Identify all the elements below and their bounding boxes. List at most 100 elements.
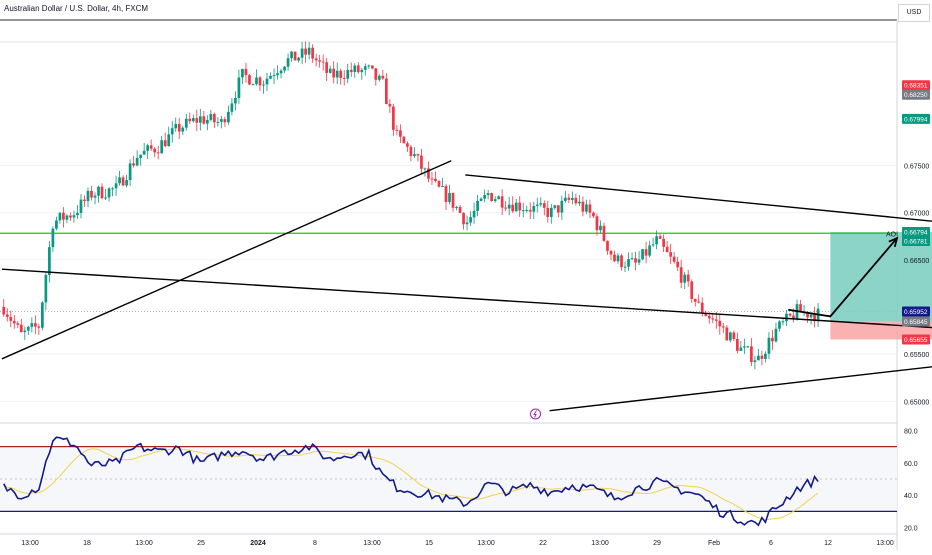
currency-badge[interactable]: USD (898, 4, 930, 22)
candle-body (114, 183, 118, 189)
candle-body (613, 254, 616, 262)
candle-body (750, 346, 753, 362)
candle-body (732, 332, 736, 340)
price-label: 0.66794 (904, 230, 928, 237)
candle-body (262, 84, 265, 86)
candle-body (160, 140, 164, 154)
arrow-head[interactable] (888, 236, 899, 248)
candle-body (230, 103, 234, 112)
candle-body (209, 113, 213, 120)
candle-body (441, 186, 444, 188)
candle-body (637, 259, 641, 263)
rsi-indicator (0, 436, 897, 527)
candle-body (132, 163, 135, 166)
candle-body (813, 314, 816, 322)
candle-body (65, 215, 69, 220)
lightning-icon (533, 410, 537, 418)
candle-body (785, 313, 788, 322)
candle-body (704, 313, 708, 316)
candle-body (339, 70, 343, 78)
candle-body (356, 65, 360, 73)
candle-body (121, 177, 125, 186)
candle-body (578, 201, 581, 204)
candle-body (514, 202, 518, 212)
time-tick-label: 13:00 (591, 540, 609, 547)
price-label-box (902, 306, 930, 317)
time-tick-label: 2024 (250, 540, 266, 547)
trendline[interactable] (465, 174, 932, 233)
candle-body (79, 199, 83, 213)
price-tick-label: 0.65000 (904, 399, 929, 406)
candle-body (300, 48, 304, 58)
candle-body (51, 228, 55, 248)
candle-body (395, 129, 399, 131)
candle-body (370, 65, 374, 69)
candle-body (592, 212, 595, 217)
candle-body (585, 204, 588, 212)
candle-body (181, 127, 185, 132)
candle-body (535, 204, 539, 207)
candle-body (304, 48, 307, 55)
price-label: 0.65952 (904, 309, 928, 316)
candle-body (388, 104, 392, 107)
price-label: 0.68351 (904, 83, 928, 90)
candle-body (332, 68, 336, 78)
candle-body (346, 69, 350, 79)
rsi-tick-label: 60.0 (904, 461, 918, 468)
candle-body (725, 327, 729, 341)
candle-body (153, 148, 157, 153)
candle-body (213, 113, 216, 123)
event-marker-icon[interactable] (530, 408, 542, 420)
symbol-title[interactable]: Australian Dollar / U.S. Dollar, 4h, FXC… (4, 4, 149, 13)
time-tick-label: 18 (83, 540, 91, 547)
candle-body (248, 75, 251, 85)
candle-body (767, 337, 771, 354)
candle-body (697, 301, 701, 303)
projection-arrow[interactable] (788, 237, 898, 318)
candle-body (532, 206, 536, 212)
candle-body (546, 207, 550, 217)
candle-body (293, 51, 297, 61)
candle-body (693, 298, 697, 302)
candle-body (564, 197, 567, 201)
candle-body (743, 346, 746, 348)
candle-body (739, 347, 743, 351)
trendline[interactable] (1, 268, 932, 342)
candle-body (669, 252, 673, 257)
time-tick-label: 12 (824, 540, 832, 547)
trendline[interactable] (1, 160, 452, 360)
candle-body (16, 323, 20, 325)
candle-body (497, 196, 501, 200)
candle-body (434, 178, 437, 182)
candle-body (686, 274, 690, 282)
trendline-drawings[interactable] (1, 160, 932, 420)
candle-body (764, 353, 767, 359)
candle-body (644, 249, 648, 256)
candle-body (469, 217, 472, 223)
candle-body (286, 58, 290, 67)
candle-body (809, 314, 813, 318)
candle-body (518, 202, 522, 211)
candle-body (528, 209, 532, 212)
candle-body (753, 360, 757, 362)
candle-body (606, 240, 609, 251)
candle-body (244, 68, 248, 76)
candle-body (93, 195, 97, 198)
candle-body (728, 332, 732, 341)
time-tick-label: 13:00 (135, 540, 153, 547)
price-label-box (902, 316, 930, 327)
candlestick-series (2, 41, 820, 370)
candle-body (241, 68, 244, 78)
candle-body (188, 118, 192, 122)
candle-body (279, 70, 283, 74)
candle-body (781, 321, 785, 323)
candle-body (549, 207, 553, 217)
candle-body (363, 66, 367, 70)
candle-body (377, 75, 381, 80)
trendline[interactable] (549, 316, 932, 412)
candle-body (721, 326, 725, 328)
candle-body (83, 199, 86, 202)
time-tick-label: Feb (708, 540, 720, 547)
